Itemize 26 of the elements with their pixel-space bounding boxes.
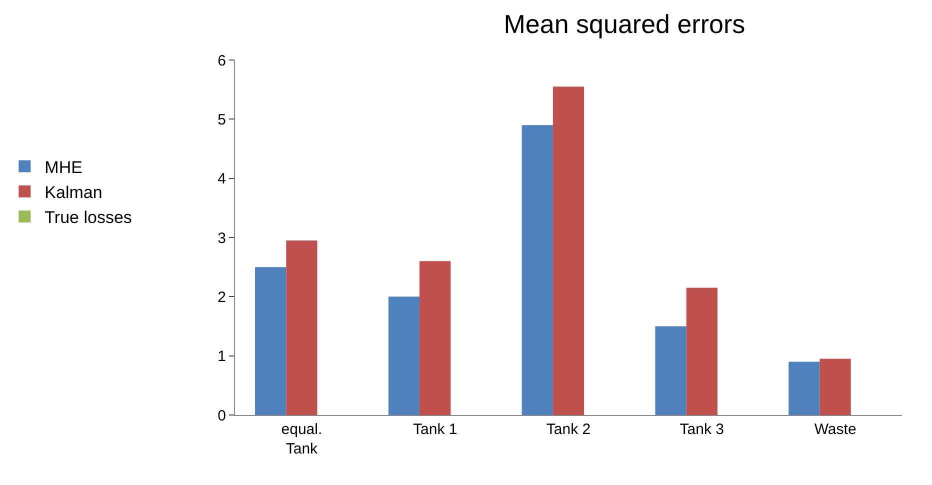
y-tick-label: 2 [218,288,226,306]
x-tick-label: Waste [814,421,856,438]
x-tick-label: Tank 3 [680,421,724,438]
x-tick-label: Tank 1 [413,421,458,438]
y-tick-label: 0 [218,407,226,424]
y-tick-label: 6 [218,52,226,70]
bar [686,288,718,415]
bar [388,296,420,415]
y-tick-label: 4 [218,170,226,188]
y-tick-label: 3 [218,230,226,247]
bar [655,326,686,415]
legend-label: MHE [44,158,82,177]
y-tick-label: 1 [218,348,226,366]
bar [286,240,318,415]
bar [522,125,553,415]
x-tick-label: equal. Tank [281,421,322,458]
legend-label: True losses [44,208,132,228]
bar [820,358,851,415]
chart-title: Mean squared errors [504,8,746,39]
y-tick-label: 5 [218,111,226,128]
legend-label: Kalman [44,183,102,202]
bar [255,267,286,415]
bar [552,86,584,415]
x-tick-label: Tank 2 [546,421,591,438]
bar [420,261,451,415]
bar [788,362,820,415]
